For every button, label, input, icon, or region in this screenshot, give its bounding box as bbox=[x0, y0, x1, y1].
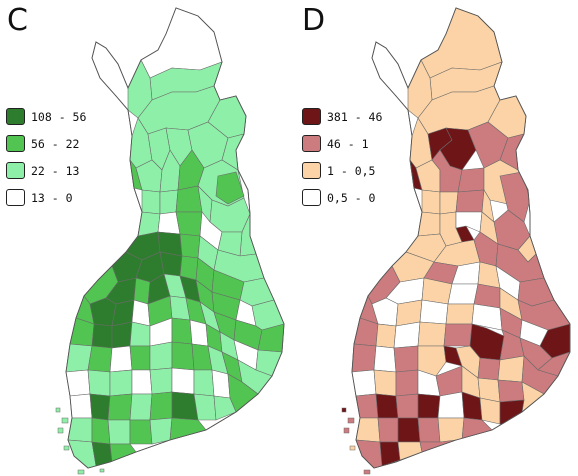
legend-swatch bbox=[6, 135, 25, 152]
municipalities-d bbox=[352, 8, 570, 468]
legend-label: 22 - 13 bbox=[31, 163, 80, 178]
legend-label: 108 - 56 bbox=[31, 109, 87, 124]
legend-item: 22 - 13 bbox=[6, 157, 86, 184]
legend-d: 381 - 46 46 - 1 1 - 0,5 0,5 - 0 bbox=[302, 103, 382, 211]
map-finland-c bbox=[55, 7, 285, 475]
legend-label: 56 - 22 bbox=[31, 136, 80, 151]
outline-c bbox=[65, 7, 285, 469]
legend-swatch bbox=[302, 135, 321, 152]
legend-label: 381 - 46 bbox=[327, 109, 383, 124]
legend-swatch bbox=[6, 189, 25, 206]
legend-c: 108 - 56 56 - 22 22 - 13 13 - 0 bbox=[6, 103, 86, 211]
map-finland-d bbox=[341, 7, 571, 475]
panel-label-c: C bbox=[7, 3, 28, 38]
archipelago-d bbox=[341, 407, 371, 475]
legend-swatch bbox=[302, 108, 321, 125]
panel-label-d: D bbox=[302, 3, 326, 38]
legend-item: 56 - 22 bbox=[6, 130, 86, 157]
legend-swatch bbox=[302, 162, 321, 179]
legend-swatch bbox=[302, 189, 321, 206]
legend-item: 13 - 0 bbox=[6, 184, 86, 211]
legend-label: 46 - 1 bbox=[327, 136, 369, 151]
legend-label: 1 - 0,5 bbox=[327, 163, 376, 178]
legend-swatch bbox=[6, 108, 25, 125]
legend-item: 0,5 - 0 bbox=[302, 184, 382, 211]
municipalities-c bbox=[66, 8, 284, 468]
legend-item: 108 - 56 bbox=[6, 103, 86, 130]
legend-item: 381 - 46 bbox=[302, 103, 382, 130]
outline-d bbox=[351, 7, 571, 469]
legend-label: 0,5 - 0 bbox=[327, 190, 376, 205]
legend-item: 1 - 0,5 bbox=[302, 157, 382, 184]
archipelago-c bbox=[55, 407, 105, 475]
legend-swatch bbox=[6, 162, 25, 179]
legend-item: 46 - 1 bbox=[302, 130, 382, 157]
legend-label: 13 - 0 bbox=[31, 190, 73, 205]
